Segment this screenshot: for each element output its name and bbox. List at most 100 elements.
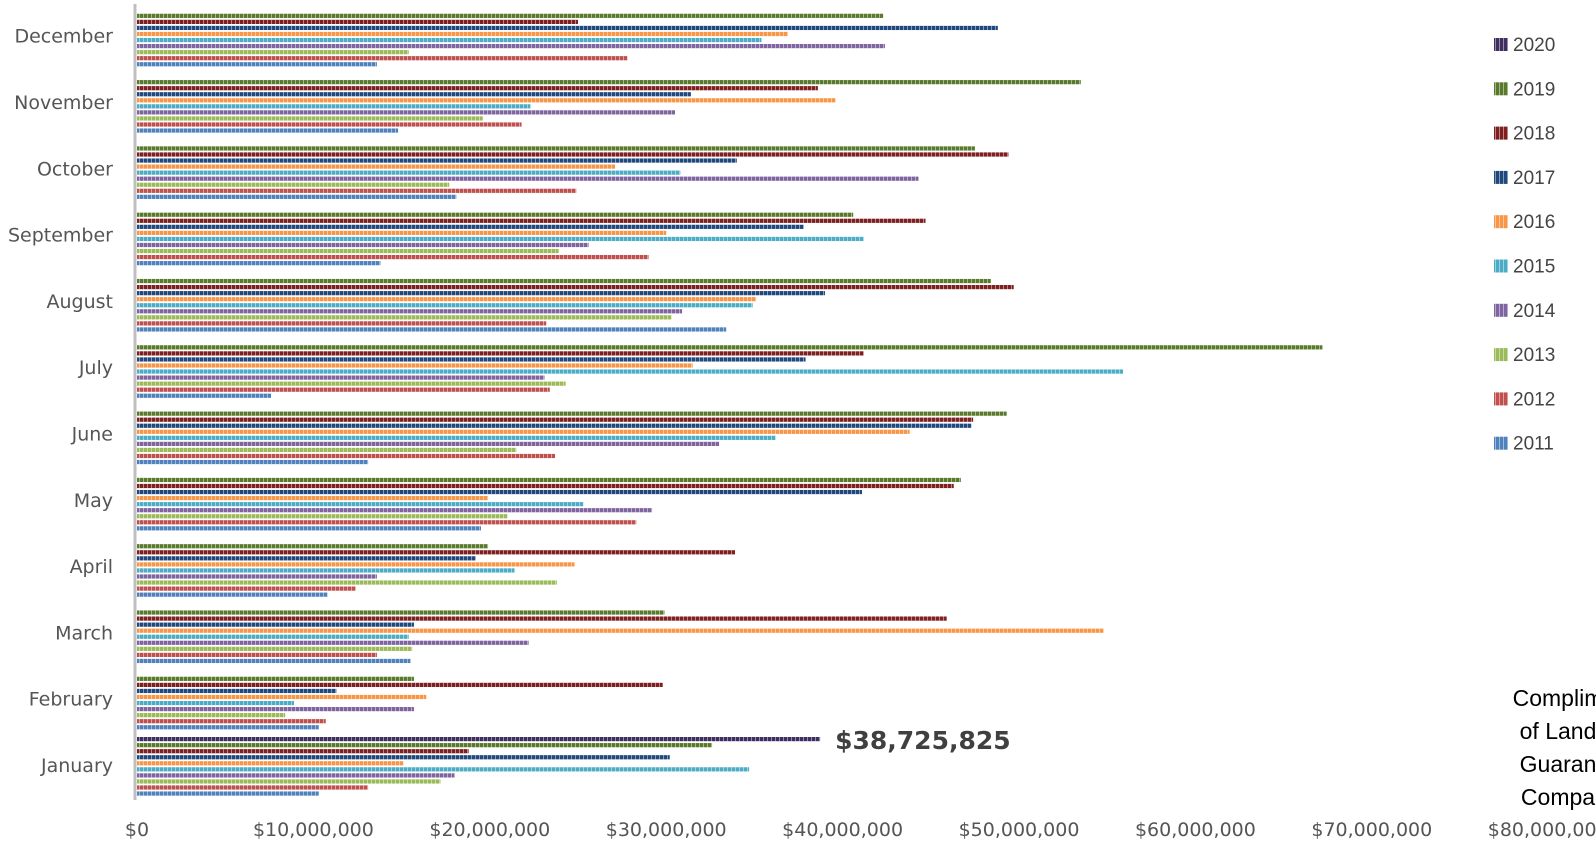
bar-may-2015: [137, 502, 584, 507]
legend[interactable]: 2020 2019 2018 2017 2016 2015 2014 2013 2012 2011: [1494, 35, 1556, 455]
category-label-august: August: [47, 291, 114, 313]
bar-august-2019: [137, 278, 991, 284]
bar-september-2019: [137, 212, 854, 217]
bar-march-2016: [137, 628, 1104, 633]
category-label-october: October: [37, 158, 113, 180]
bar-june-2015: [137, 435, 776, 440]
bar-april-2018: [137, 550, 735, 555]
legend-label: 2012: [1513, 389, 1555, 410]
bar-january-2013: [137, 779, 441, 784]
legend-label: 2014: [1513, 301, 1556, 322]
bar-august-2015: [137, 303, 753, 308]
bar-march-2018: [137, 616, 947, 621]
bar-may-2018: [137, 483, 954, 489]
bar-december-2012: [137, 56, 628, 61]
bar-june-2011: [137, 459, 369, 465]
bar-november-2017: [137, 92, 691, 97]
bar-september-2014: [137, 242, 589, 248]
bar-january-2015: [137, 767, 750, 772]
data-label-january-2020: $38,725,825: [835, 726, 1011, 755]
legend-item-2020[interactable]: 2020: [1494, 35, 1555, 56]
bar-august-2012: [137, 321, 547, 326]
legend-label: 2015: [1513, 257, 1555, 278]
bar-july-2018: [137, 351, 864, 356]
legend-swatch: [1494, 170, 1508, 184]
legend-swatch: [1494, 82, 1508, 96]
bar-october-2015: [137, 170, 681, 175]
bar-march-2012: [137, 652, 377, 657]
bar-september-2012: [137, 255, 649, 260]
bar-november-2014: [137, 110, 676, 115]
bar-november-2013: [137, 116, 483, 121]
legend-label: 2013: [1513, 345, 1555, 366]
legend-item-2011[interactable]: 2011: [1494, 434, 1554, 455]
legend-item-2018[interactable]: 2018: [1494, 124, 1555, 145]
legend-item-2013[interactable]: 2013: [1494, 345, 1555, 366]
legend-swatch: [1494, 348, 1508, 362]
bar-april-2015: [137, 568, 515, 573]
bar-june-2018: [137, 417, 974, 422]
category-label-december: December: [14, 26, 113, 48]
legend-item-2017[interactable]: 2017: [1494, 168, 1555, 189]
bar-may-2013: [137, 514, 508, 519]
legend-swatch: [1494, 436, 1508, 450]
annotations: $38,725,825: [835, 726, 1011, 755]
bar-march-2019: [137, 610, 665, 615]
bar-february-2018: [137, 682, 663, 687]
bar-may-2019: [137, 477, 961, 483]
legend-item-2016[interactable]: 2016: [1494, 212, 1555, 233]
legend-swatch: [1494, 215, 1508, 229]
bar-may-2011: [137, 526, 481, 531]
bar-february-2012: [137, 719, 326, 724]
bar-december-2016: [137, 31, 788, 37]
bar-january-2014: [137, 773, 455, 778]
legend-swatch: [1494, 303, 1508, 317]
bar-december-2013: [137, 50, 409, 55]
x-tick-label: $10,000,000: [253, 819, 374, 841]
bar-july-2013: [137, 381, 566, 386]
bar-october-2017: [137, 158, 737, 163]
category-label-may: May: [74, 490, 113, 512]
bar-january-2017: [137, 755, 670, 760]
legend-label: 2019: [1513, 79, 1555, 100]
legend-label: 2011: [1513, 434, 1554, 455]
bar-september-2018: [137, 218, 926, 223]
bar-september-2016: [137, 230, 667, 235]
bar-april-2012: [137, 586, 356, 591]
bar-june-2019: [137, 411, 1007, 416]
bar-june-2014: [137, 441, 720, 446]
bar-july-2017: [137, 357, 806, 362]
category-label-november: November: [14, 92, 113, 114]
bar-february-2016: [137, 694, 427, 700]
category-label-february: February: [29, 689, 113, 711]
bar-june-2016: [137, 429, 910, 434]
legend-item-2015[interactable]: 2015: [1494, 257, 1555, 278]
legend-item-2014[interactable]: 2014: [1494, 301, 1556, 322]
bar-july-2016: [137, 363, 693, 368]
bar-november-2019: [137, 80, 1081, 85]
bar-september-2017: [137, 224, 804, 229]
legend-label: 2018: [1513, 124, 1555, 145]
bar-february-2017: [137, 688, 337, 694]
legend-item-2019[interactable]: 2019: [1494, 79, 1555, 100]
x-tick-label: $40,000,000: [782, 819, 903, 841]
bar-january-2020: [137, 737, 821, 742]
bar-april-2016: [137, 562, 575, 567]
legend-swatch: [1494, 38, 1508, 51]
bar-july-2019: [137, 345, 1323, 350]
bar-october-2013: [137, 182, 450, 187]
bar-april-2011: [137, 592, 328, 597]
bar-november-2016: [137, 98, 836, 103]
bar-may-2016: [137, 496, 489, 501]
bar-january-2019: [137, 743, 713, 748]
bar-september-2011: [137, 261, 381, 266]
bar-november-2018: [137, 86, 818, 91]
bar-december-2011: [137, 62, 377, 67]
legend-item-2012[interactable]: 2012: [1494, 389, 1555, 410]
x-tick-label: $30,000,000: [606, 819, 727, 841]
category-label-january: January: [40, 755, 113, 777]
x-tick-label: $60,000,000: [1135, 819, 1256, 841]
bar-april-2019: [137, 544, 489, 549]
x-tick-label: $70,000,000: [1311, 819, 1432, 841]
